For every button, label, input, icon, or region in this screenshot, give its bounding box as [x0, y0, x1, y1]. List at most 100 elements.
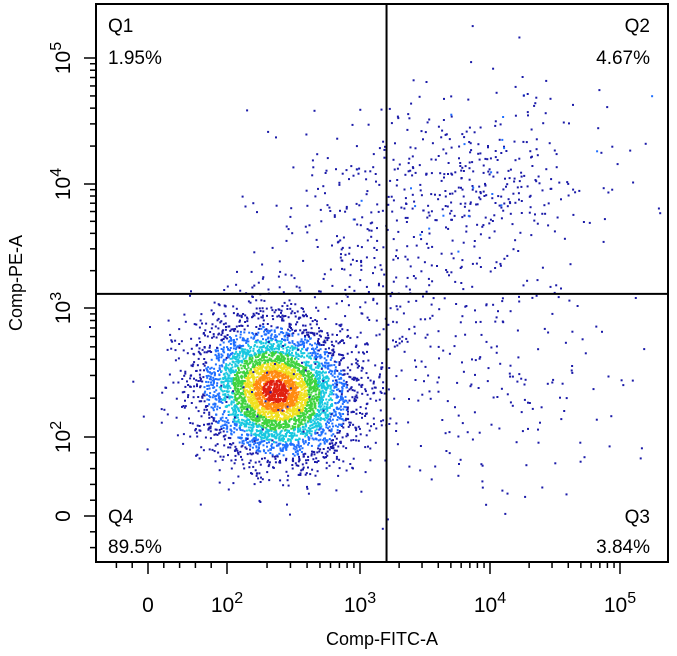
event-dot	[317, 373, 320, 376]
event-dot	[303, 356, 306, 359]
event-dot	[259, 358, 262, 361]
event-dot	[507, 169, 510, 172]
event-dot	[307, 389, 310, 392]
event-dot	[270, 402, 273, 405]
event-dot	[269, 399, 272, 401]
event-dot	[276, 368, 279, 371]
event-dot	[341, 328, 344, 331]
event-dot	[291, 345, 294, 348]
event-dot	[309, 323, 312, 326]
event-dot	[318, 355, 321, 358]
event-dot	[226, 334, 229, 336]
event-dot	[533, 104, 536, 107]
event-dot	[304, 473, 307, 476]
event-dot	[298, 438, 301, 441]
event-dot	[310, 401, 312, 404]
event-dot	[218, 367, 221, 370]
event-dot	[274, 309, 277, 312]
event-dot	[288, 341, 291, 344]
event-dot	[325, 375, 328, 378]
event-dot	[336, 401, 339, 404]
event-dot	[272, 393, 275, 396]
event-dot	[245, 342, 248, 344]
event-dot	[238, 369, 240, 372]
event-dot	[192, 363, 195, 366]
event-dot	[212, 335, 215, 338]
event-dot	[225, 364, 228, 367]
event-dot	[566, 181, 569, 184]
event-dot	[297, 385, 300, 388]
event-dot	[372, 417, 375, 420]
event-dot	[325, 461, 328, 464]
event-dot	[249, 399, 252, 402]
event-dot	[215, 336, 218, 339]
event-dot	[258, 377, 261, 380]
event-dot	[302, 414, 304, 417]
event-dot	[254, 366, 257, 369]
event-dot	[300, 338, 303, 341]
event-dot	[228, 362, 231, 365]
event-dot	[274, 422, 277, 425]
event-dot	[230, 459, 233, 462]
event-dot	[278, 352, 281, 355]
event-dot	[284, 441, 287, 443]
event-dot	[273, 374, 276, 377]
event-dot	[319, 408, 322, 411]
event-dot	[260, 335, 263, 338]
event-dot	[236, 353, 239, 355]
event-dot	[193, 361, 196, 364]
event-dot	[290, 388, 293, 391]
event-dot	[243, 411, 246, 414]
event-dot	[263, 420, 266, 423]
event-dot	[287, 484, 290, 487]
event-dot	[502, 321, 505, 324]
event-dot	[223, 289, 226, 291]
event-dot	[180, 340, 183, 343]
event-dot	[230, 391, 233, 394]
event-dot	[292, 388, 295, 391]
event-dot	[262, 276, 265, 279]
event-dot	[253, 336, 256, 339]
event-dot	[283, 394, 286, 397]
event-dot	[241, 379, 244, 382]
event-dot	[305, 472, 308, 475]
event-dot	[341, 387, 344, 390]
event-dot	[280, 381, 283, 384]
event-dot	[270, 333, 273, 336]
event-dot	[226, 355, 229, 358]
event-dot	[321, 381, 324, 384]
event-dot	[211, 323, 214, 326]
event-dot	[160, 421, 163, 424]
event-dot	[241, 391, 244, 394]
event-dot	[286, 368, 289, 371]
event-dot	[281, 327, 283, 330]
event-dot	[301, 431, 304, 433]
event-dot	[239, 436, 242, 439]
event-dot	[465, 130, 468, 133]
event-dot	[260, 373, 263, 376]
event-dot	[213, 395, 216, 398]
event-dot	[250, 472, 252, 475]
event-dot	[250, 336, 253, 339]
event-dot	[268, 397, 271, 400]
event-dot	[275, 430, 278, 433]
event-dot	[450, 271, 453, 274]
event-dot	[247, 300, 250, 303]
event-dot	[266, 419, 269, 422]
event-dot	[250, 453, 253, 456]
event-dot	[202, 332, 205, 335]
event-dot	[235, 420, 238, 423]
event-dot	[261, 418, 264, 421]
event-dot	[342, 369, 345, 372]
event-dot	[358, 427, 361, 430]
event-dot	[287, 370, 290, 373]
event-dot	[346, 432, 349, 435]
event-dot	[198, 326, 201, 329]
event-dot	[319, 434, 322, 437]
event-dot	[278, 419, 281, 422]
event-dot	[288, 323, 291, 326]
event-dot	[284, 405, 287, 408]
event-dot	[310, 371, 312, 374]
event-dot	[307, 442, 310, 444]
event-dot	[340, 408, 342, 411]
